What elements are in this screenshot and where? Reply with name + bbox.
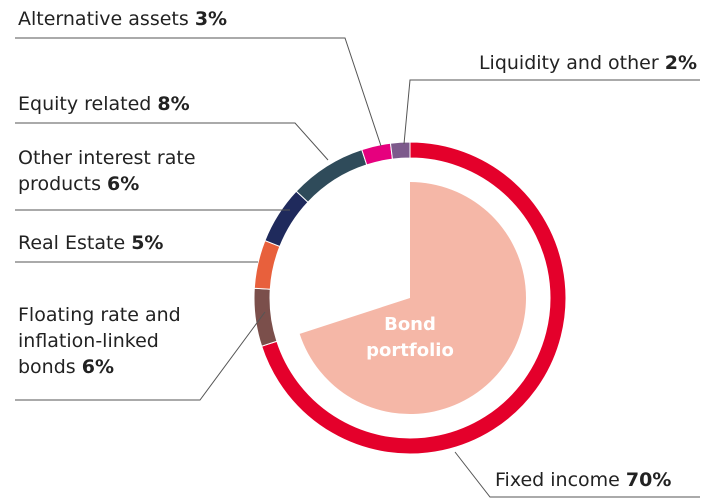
leader-line: [15, 37, 382, 147]
donut-segment: [389, 141, 411, 160]
segment-label: Other interest rate products 6%: [18, 145, 238, 197]
category-label: Equity related: [18, 93, 152, 115]
donut-segment: [264, 190, 309, 248]
category-label: Real Estate: [18, 232, 126, 254]
segment-label: Fixed income 70%: [495, 467, 703, 493]
value-label: 3%: [194, 8, 228, 30]
category-label: Floating rate and inflation-linked bonds: [18, 304, 181, 378]
donut-segment: [295, 149, 368, 203]
segment-label: Real Estate 5%: [18, 230, 258, 256]
donut-segment: [253, 287, 278, 347]
segment-label: Alternative assets 3%: [18, 6, 318, 32]
segment-label: Floating rate and inflation-linked bonds…: [18, 302, 218, 380]
segment-label: Liquidity and other 2%: [400, 50, 697, 76]
category-label: Fixed income: [495, 469, 620, 491]
leader-line: [403, 79, 700, 145]
value-label: 6%: [107, 173, 140, 195]
value-label: 5%: [131, 232, 164, 254]
donut-segment: [253, 239, 281, 290]
value-label: 8%: [157, 93, 190, 115]
inner-label: Bond portfolio: [366, 314, 454, 361]
leader-line: [454, 451, 700, 498]
inner-slice: [299, 182, 526, 414]
value-label: 6%: [81, 356, 114, 378]
donut-segment: [361, 142, 394, 166]
leader-line: [15, 311, 266, 401]
category-label: Liquidity and other: [478, 52, 659, 74]
segment-label: Equity related 8%: [18, 91, 278, 117]
category-label: Alternative assets: [18, 8, 189, 30]
category-label: Other interest rate products: [18, 147, 196, 195]
value-label: 70%: [625, 469, 672, 491]
leader-line: [15, 122, 329, 161]
value-label: 2%: [664, 52, 697, 74]
